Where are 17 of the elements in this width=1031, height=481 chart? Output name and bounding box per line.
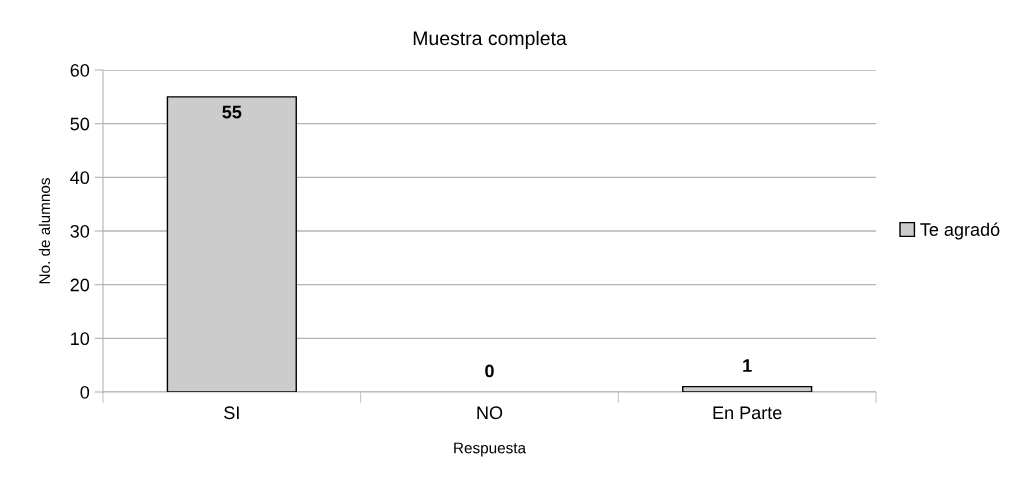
- x-tick-label: En Parte: [713, 406, 782, 420]
- y-tick-label: 50: [70, 117, 90, 131]
- x-tick-label: SI: [224, 406, 239, 420]
- legend-label: Te agradó: [920, 222, 1000, 240]
- y-tick-label: 10: [71, 332, 90, 346]
- y-tick-label: 0: [80, 385, 90, 399]
- x-tick-label: NO: [477, 406, 503, 420]
- x-axis-title: Respuesta: [454, 442, 527, 457]
- y-tick-label: 30: [70, 224, 90, 238]
- y-tick-label: 20: [70, 278, 90, 292]
- y-tick-label: 60: [70, 63, 90, 77]
- data-label: 0: [485, 364, 494, 378]
- chart-title: Muestra completa: [413, 30, 567, 50]
- y-axis-title: No. de alumnos: [38, 178, 51, 284]
- data-label: 1: [743, 359, 752, 372]
- data-label: 55: [222, 105, 242, 119]
- y-tick-label: 40: [70, 171, 90, 185]
